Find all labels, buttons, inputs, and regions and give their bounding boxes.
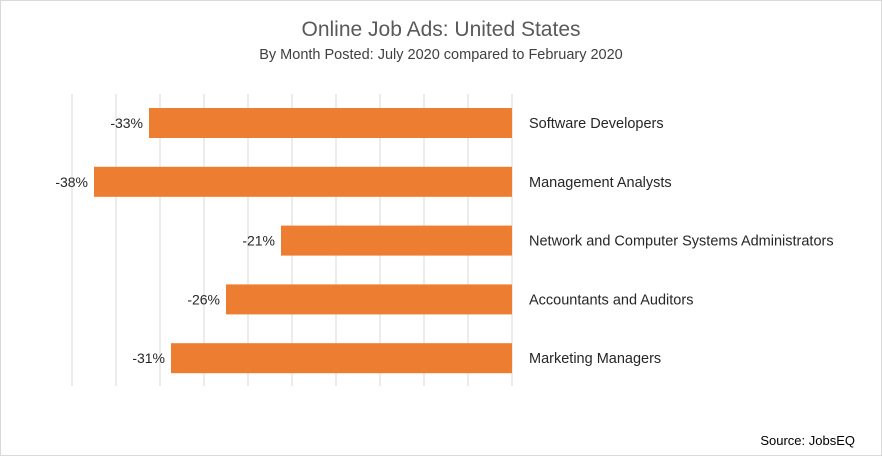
data-label: -21%	[242, 233, 275, 249]
bar	[226, 284, 512, 315]
data-label: -33%	[110, 115, 143, 131]
source-note: Source: JobsEQ	[760, 433, 855, 448]
bar	[149, 108, 512, 138]
chart-title: Online Job Ads: United States	[301, 18, 581, 41]
data-label: -26%	[187, 291, 220, 307]
category-label: Accountants and Auditors	[529, 292, 693, 308]
bar	[171, 343, 512, 374]
bars	[94, 108, 512, 374]
category-label: Software Developers	[529, 116, 664, 132]
gridlines	[71, 94, 513, 386]
bar	[281, 225, 512, 256]
category-label: Management Analysts	[529, 175, 672, 191]
data-label: -31%	[132, 350, 165, 366]
labels: -33% Software Developers -38% Management An…	[55, 115, 833, 367]
category-label: Network and Computer Systems Administrat…	[529, 234, 834, 250]
category-label: Marketing Managers	[529, 351, 661, 367]
chart-subtitle: By Month Posted: July 2020 compared to F…	[259, 47, 623, 63]
data-label: -38%	[55, 174, 88, 190]
bar	[94, 166, 512, 197]
